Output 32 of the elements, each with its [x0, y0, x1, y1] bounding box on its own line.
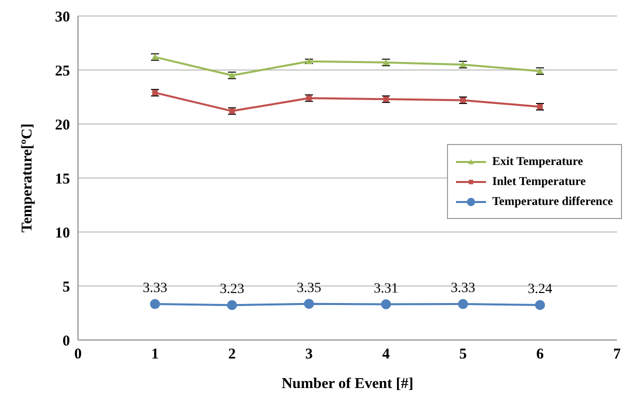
- y-tick-label: 10: [55, 225, 70, 242]
- x-tick-label: 6: [536, 346, 544, 363]
- data-label: 3.33: [142, 281, 168, 296]
- legend-label: Exit Temperature: [492, 154, 584, 169]
- x-tick-label: 2: [228, 346, 236, 363]
- y-tick-label: 30: [55, 9, 70, 26]
- point: [150, 299, 160, 310]
- data-label: 3.35: [296, 280, 322, 296]
- point: [304, 298, 314, 309]
- x-tick-label: 5: [459, 346, 467, 363]
- legend-label: Inlet Temperature: [492, 174, 586, 189]
- y-tick-label: 25: [55, 63, 70, 80]
- y-tick-label: 20: [55, 117, 70, 134]
- y-axis-title: Temperature[ºC]: [19, 123, 36, 233]
- point: [381, 299, 391, 310]
- data-label: 3.31: [374, 281, 398, 296]
- point: [535, 300, 545, 310]
- x-axis-title: Number of Event [#]: [282, 376, 414, 392]
- x-tick-label: 4: [382, 346, 390, 363]
- data-label: 3.24: [528, 282, 552, 298]
- data-label: 3.33: [450, 281, 476, 296]
- x-tick-label: 0: [74, 346, 82, 363]
- x-tick-label: 7: [613, 346, 622, 363]
- data-label: 3.23: [220, 282, 244, 298]
- x-tick-label: 3: [305, 346, 313, 363]
- y-tick-label: 0: [62, 333, 70, 350]
- point: [458, 299, 468, 310]
- point: [227, 300, 237, 310]
- y-tick-label: 15: [55, 171, 70, 188]
- legend-label: Temperature difference: [492, 194, 613, 209]
- x-tick-label: 1: [151, 346, 159, 363]
- y-tick-label: 5: [62, 279, 70, 296]
